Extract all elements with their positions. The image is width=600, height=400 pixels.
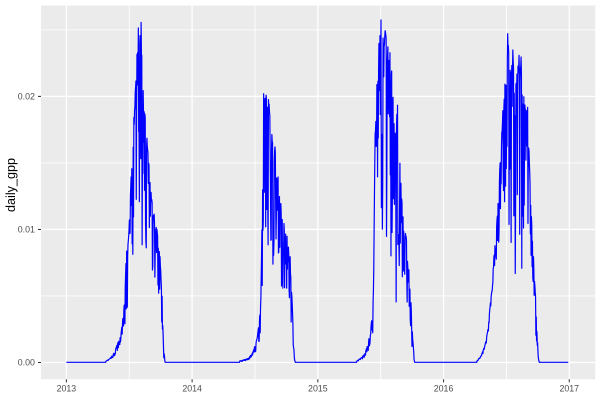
svg-text:daily_gpp: daily_gpp: [4, 158, 18, 212]
svg-text:2013: 2013: [57, 383, 77, 393]
svg-text:2015: 2015: [308, 383, 328, 393]
svg-text:0.00: 0.00: [18, 358, 35, 368]
svg-text:0.02: 0.02: [18, 92, 35, 102]
svg-text:0.01: 0.01: [18, 225, 35, 235]
svg-text:2016: 2016: [434, 383, 454, 393]
svg-text:2014: 2014: [182, 383, 202, 393]
svg-text:2017: 2017: [559, 383, 579, 393]
